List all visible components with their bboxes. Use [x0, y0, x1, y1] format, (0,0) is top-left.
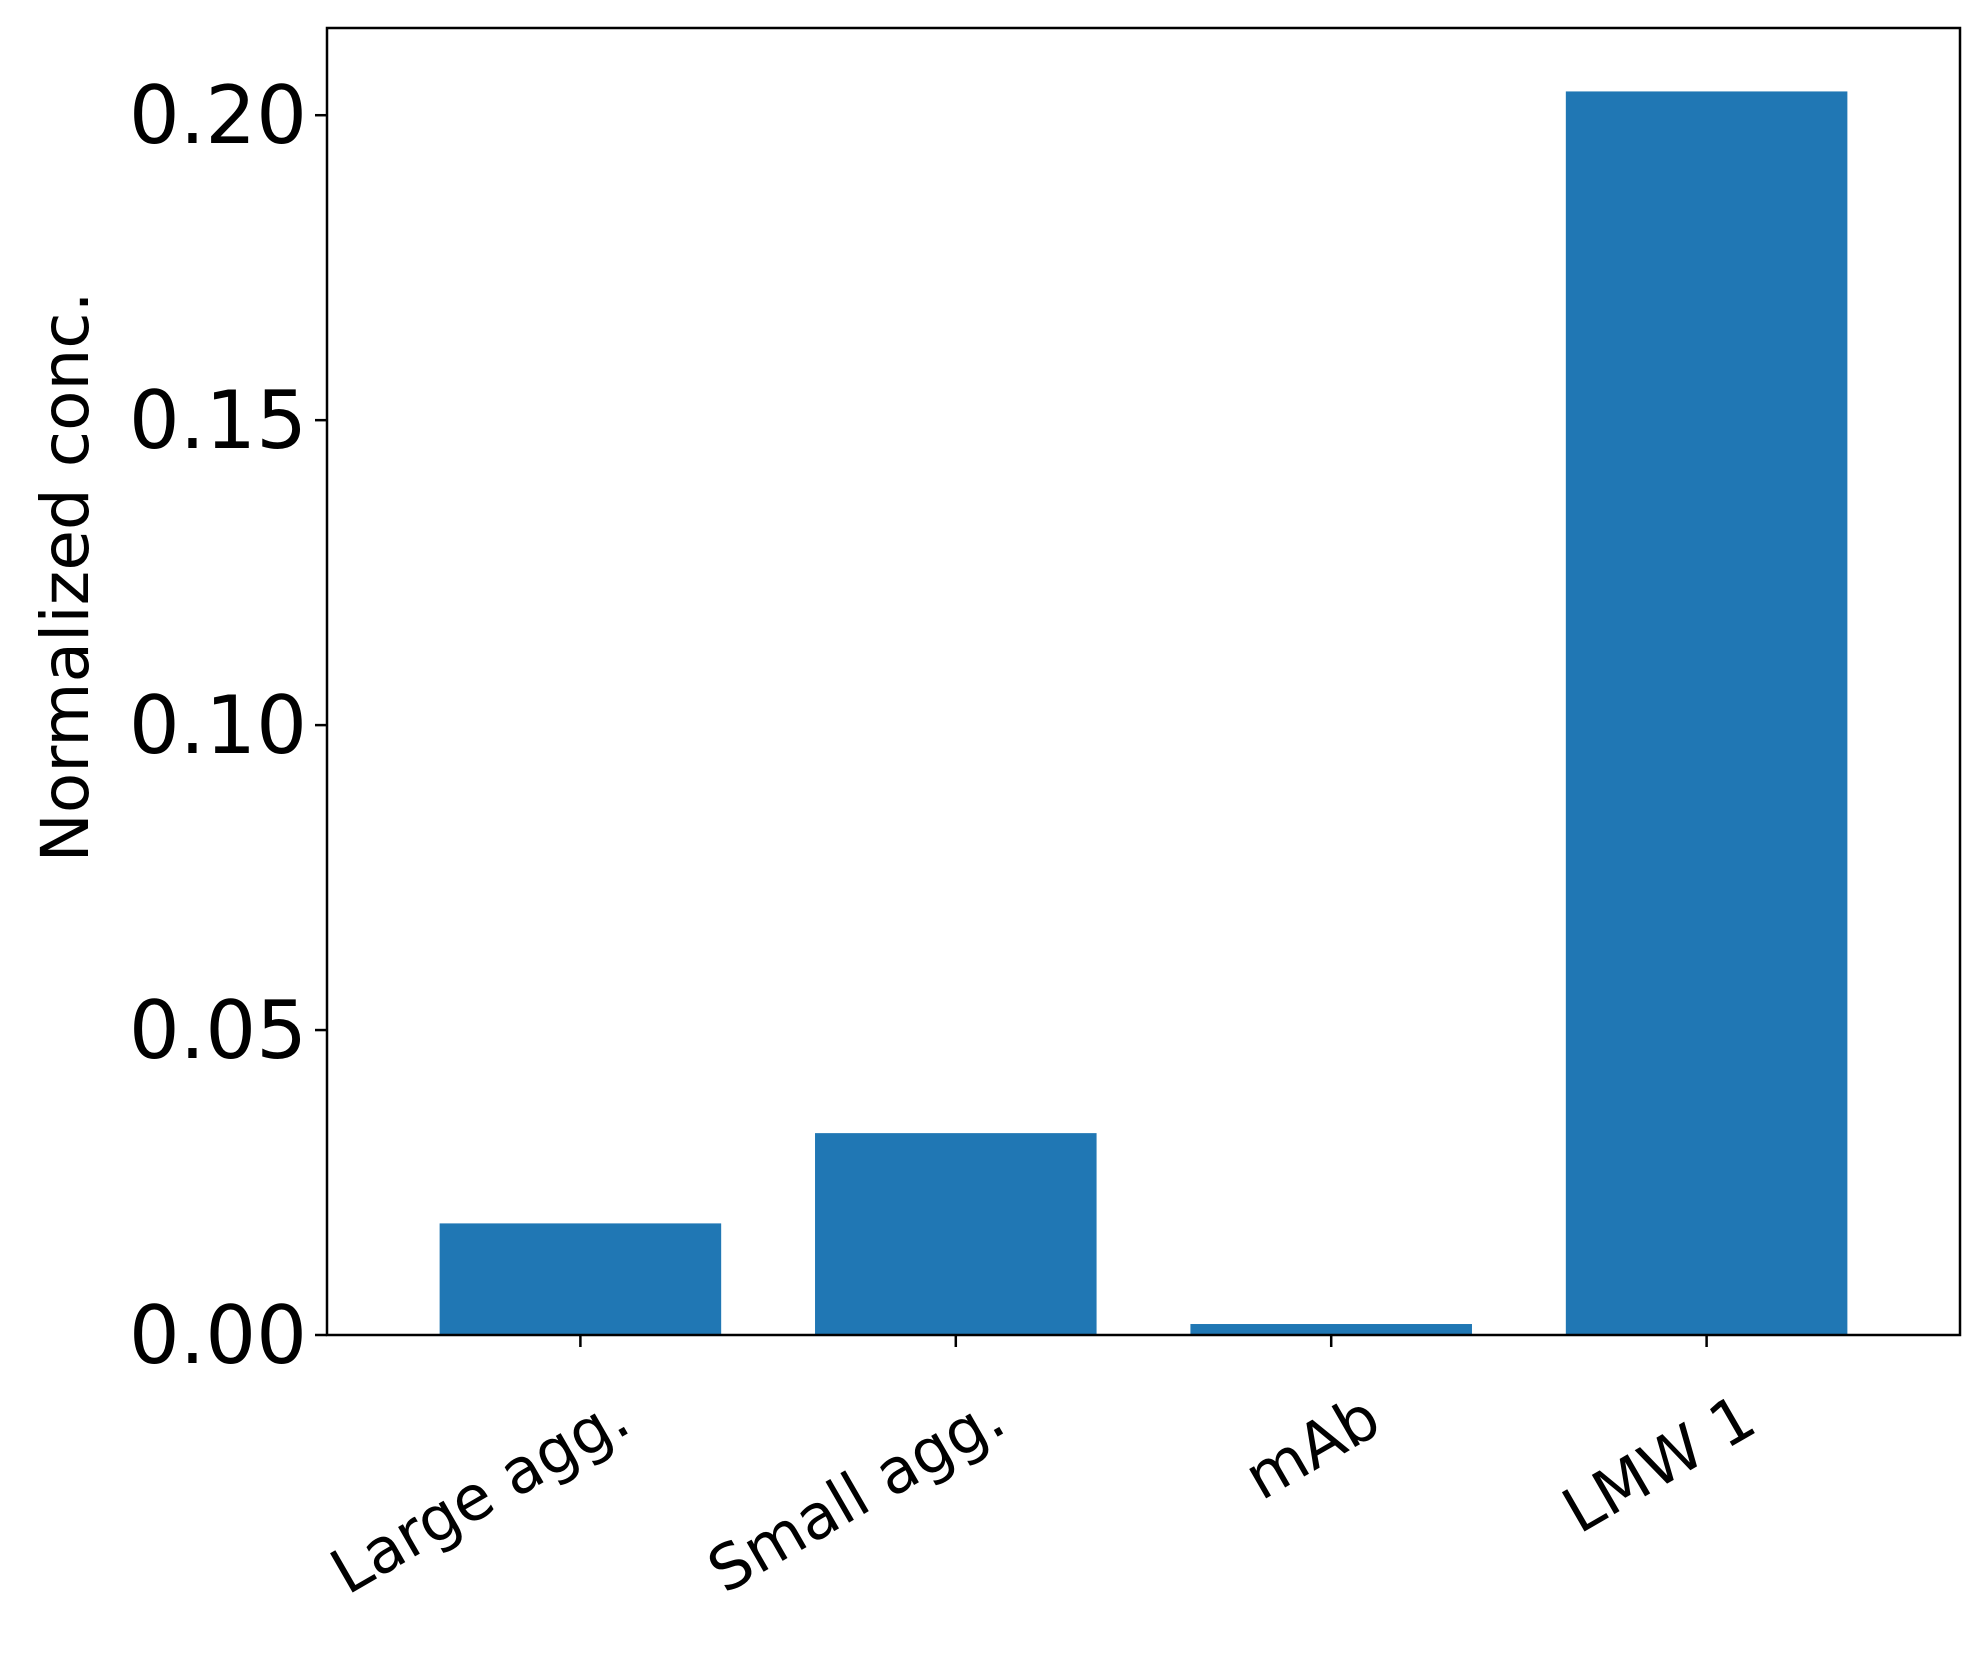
- y-tick-label: 0.10: [129, 679, 307, 772]
- y-axis: 0.00 0.05 0.10 0.15 0.20: [129, 69, 327, 1382]
- bar-1: [815, 1133, 1097, 1335]
- y-tick-label: 0.00: [129, 1289, 307, 1382]
- plot-frame: [325, 26, 1962, 1337]
- bar-3: [1565, 91, 1848, 1336]
- y-tick-label: 0.05: [129, 984, 307, 1077]
- y-tick-label: 0.15: [129, 374, 307, 467]
- bar-2: [1190, 1324, 1472, 1335]
- y-tick-label: 0.20: [129, 69, 307, 162]
- bar-0: [439, 1223, 722, 1335]
- y-axis-label: Normalized conc.: [27, 291, 104, 862]
- bars-group: [439, 91, 1848, 1336]
